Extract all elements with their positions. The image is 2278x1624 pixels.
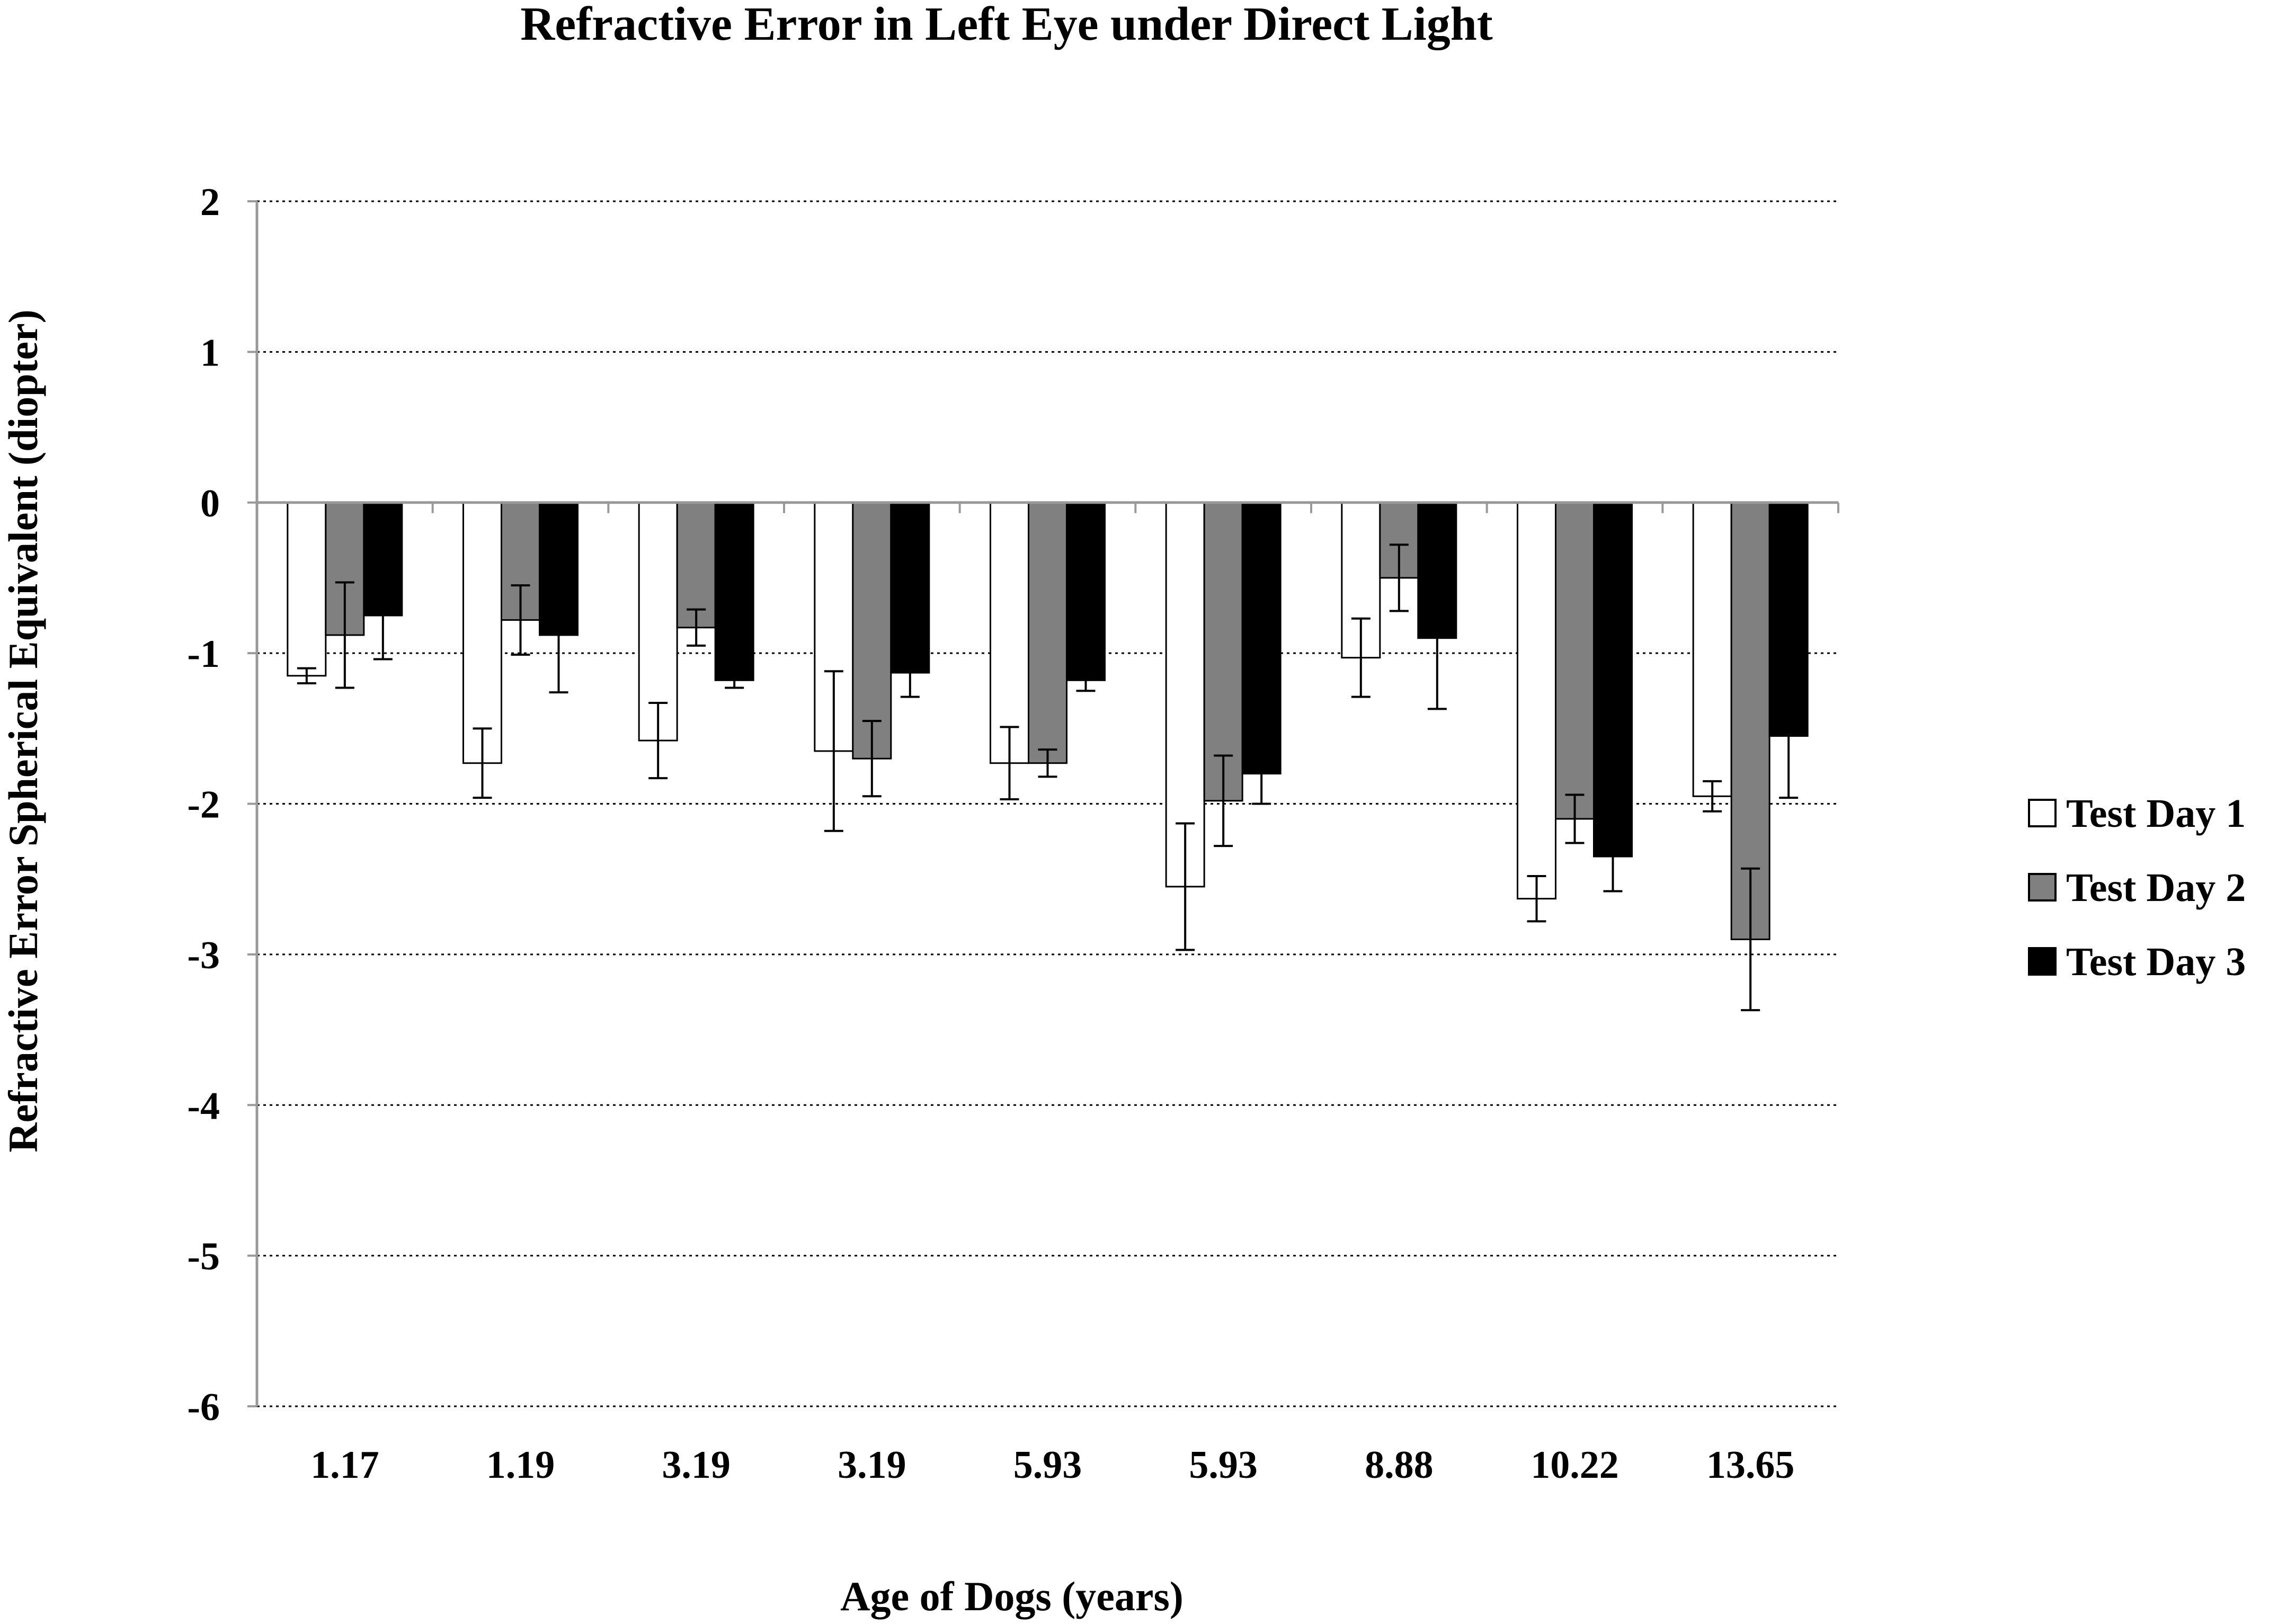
- y-tick-label: -6: [187, 1386, 220, 1429]
- bar-test-day-1-2: [462, 502, 502, 764]
- bar-test-day-2-6: [1203, 502, 1243, 802]
- x-axis-title: Age of Dogs (years): [840, 1573, 1184, 1619]
- y-tick-label: -1: [187, 632, 220, 676]
- x-tick-label: 13.65: [1706, 1443, 1795, 1487]
- bar-test-day-1-8: [1517, 502, 1556, 900]
- bar-test-day-2-3: [676, 502, 716, 629]
- y-tick-label: 1: [200, 331, 220, 374]
- y-tick-label: 2: [200, 181, 220, 224]
- bar-test-day-2-4: [852, 502, 892, 760]
- legend-label: Test Day 2: [2066, 865, 2246, 910]
- bar-test-day-1-3: [638, 502, 678, 742]
- bar-test-day-2-9: [1730, 502, 1770, 940]
- axes: [247, 200, 1839, 1407]
- x-tick-label: 3.19: [838, 1443, 906, 1487]
- x-tick-label: 5.93: [1189, 1443, 1258, 1487]
- bar-test-day-3-3: [714, 502, 754, 681]
- y-tick-label: -4: [187, 1084, 220, 1128]
- legend-swatch: [2028, 947, 2057, 976]
- bar-test-day-1-9: [1692, 502, 1732, 797]
- error-bars: [297, 543, 1799, 1012]
- legend: Test Day 1 Test Day 2 Test Day 3: [2028, 791, 2246, 984]
- y-tick-label: 0: [200, 482, 220, 525]
- x-tick-label: 1.17: [310, 1443, 379, 1487]
- legend-label: Test Day 3: [2066, 940, 2246, 984]
- y-tick-label: -2: [187, 783, 220, 827]
- bar-test-day-1-1: [287, 502, 327, 677]
- y-tick-labels: 2 1 0 -1 -2 -3 -4 -5 -6: [187, 181, 220, 1429]
- bar-test-day-2-5: [1028, 502, 1067, 764]
- bars: [287, 502, 1809, 940]
- x-tick-label: 5.93: [1013, 1443, 1082, 1487]
- x-tick-label: 10.22: [1530, 1443, 1619, 1487]
- x-tick-labels: 1.17 1.19 3.19 3.19 5.93 5.93 8.88 10.22 13.65: [310, 1443, 1794, 1487]
- chart-title: Refractive Error in Left Eye under Direc…: [520, 0, 1492, 50]
- bar-test-day-3-4: [890, 502, 930, 674]
- legend-label: Test Day 1: [2066, 791, 2246, 836]
- x-tick-label: 1.19: [486, 1443, 555, 1487]
- bar-test-day-3-8: [1593, 502, 1633, 858]
- y-tick-label: -3: [187, 934, 220, 977]
- x-tick-label: 3.19: [662, 1443, 731, 1487]
- y-axis-title: Refractive Error Spherical Equivalent (d…: [0, 309, 46, 1153]
- bar-test-day-1-5: [990, 502, 1029, 764]
- bar-test-day-3-6: [1241, 502, 1282, 775]
- bar-test-day-3-5: [1066, 502, 1106, 681]
- legend-swatch: [2028, 799, 2057, 827]
- legend-swatch: [2028, 873, 2057, 902]
- y-tick-label: -5: [187, 1235, 220, 1279]
- x-tick-label: 8.88: [1365, 1443, 1434, 1487]
- bar-test-day-2-8: [1555, 502, 1595, 820]
